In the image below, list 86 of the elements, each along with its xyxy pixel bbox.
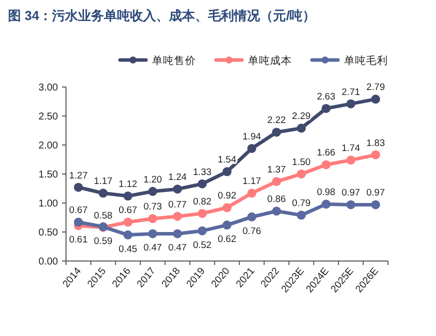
data-label: 2.63 — [316, 91, 336, 102]
point — [148, 186, 158, 196]
y-tick-label: 3.00 — [38, 82, 58, 94]
data-label: 1.94 — [242, 131, 262, 142]
point — [371, 200, 380, 210]
legend-label: 单吨成本 — [248, 54, 292, 67]
data-label: 1.17 — [94, 176, 112, 188]
data-label: 0.97 — [366, 188, 385, 199]
data-label: 0.92 — [218, 190, 236, 202]
data-label: 0.45 — [118, 244, 138, 255]
point — [123, 230, 132, 240]
data-label: 0.82 — [192, 196, 212, 208]
data-label: 1.74 — [342, 143, 360, 154]
data-label: 1.33 — [192, 166, 212, 178]
data-label: 0.97 — [342, 188, 360, 199]
data-label: 0.76 — [242, 226, 262, 237]
point — [222, 167, 232, 176]
point — [346, 99, 356, 108]
point — [371, 150, 380, 160]
point — [148, 214, 158, 224]
data-label: 0.79 — [292, 198, 311, 210]
chart-title: 图 34：污水业务单吨收入、成本、毛利情况（元/吨） — [8, 8, 316, 23]
point — [198, 226, 207, 236]
point — [371, 94, 380, 104]
y-tick-label: 2.00 — [38, 140, 58, 152]
point — [172, 184, 182, 194]
point — [247, 144, 256, 153]
point — [123, 192, 132, 201]
point — [272, 177, 282, 186]
data-label: 0.86 — [267, 194, 286, 206]
data-label: 2.29 — [292, 111, 311, 122]
data-label: 1.54 — [218, 154, 236, 166]
point — [74, 182, 83, 192]
data-label: 0.77 — [168, 199, 187, 210]
point — [346, 156, 356, 165]
y-tick-label: 1.00 — [38, 198, 58, 210]
point — [198, 208, 207, 218]
point — [172, 212, 182, 221]
legend-label: 单吨售价 — [152, 54, 196, 67]
data-label: 1.37 — [267, 164, 286, 176]
data-label: 1.50 — [292, 157, 311, 168]
y-tick-label: 2.50 — [38, 112, 58, 122]
point — [272, 206, 282, 216]
point — [222, 220, 232, 230]
point — [222, 203, 232, 212]
point — [148, 229, 158, 238]
point — [296, 124, 306, 133]
y-tick-label: 0.50 — [38, 228, 58, 238]
data-label: 0.47 — [168, 242, 187, 254]
point — [322, 104, 331, 113]
data-label: 0.52 — [192, 240, 212, 251]
data-label: 2.22 — [267, 115, 286, 126]
point — [296, 170, 306, 178]
data-label: 0.98 — [316, 187, 336, 198]
data-label: 0.73 — [143, 202, 162, 213]
point — [123, 218, 132, 227]
point — [322, 160, 331, 170]
point — [272, 128, 282, 137]
data-label: 1.17 — [242, 176, 262, 188]
data-label: 0.58 — [94, 210, 112, 222]
data-label: 0.59 — [94, 236, 112, 247]
data-label: 1.66 — [316, 148, 336, 159]
data-label: 0.61 — [69, 234, 88, 246]
point — [98, 188, 108, 198]
data-label: 2.71 — [342, 86, 360, 98]
y-tick-label: 1.50 — [38, 170, 58, 180]
point — [247, 212, 256, 222]
data-label: 0.47 — [143, 242, 162, 254]
data-label: 1.24 — [168, 172, 187, 184]
point — [346, 200, 356, 210]
legend-label: 单吨毛利 — [344, 54, 388, 67]
y-tick-label: 0.00 — [38, 256, 58, 268]
point — [322, 200, 331, 209]
data-label: 1.20 — [143, 174, 162, 186]
data-label: 2.79 — [366, 82, 385, 94]
point — [198, 179, 207, 188]
data-label: 0.67 — [118, 205, 138, 216]
point — [74, 218, 83, 227]
data-label: 1.83 — [366, 138, 385, 149]
point — [247, 188, 256, 198]
data-label: 0.62 — [218, 234, 236, 246]
point — [296, 210, 306, 220]
data-label: 1.27 — [69, 170, 88, 182]
point — [172, 229, 182, 238]
data-label: 1.12 — [118, 179, 138, 190]
data-label: 0.67 — [69, 205, 88, 216]
